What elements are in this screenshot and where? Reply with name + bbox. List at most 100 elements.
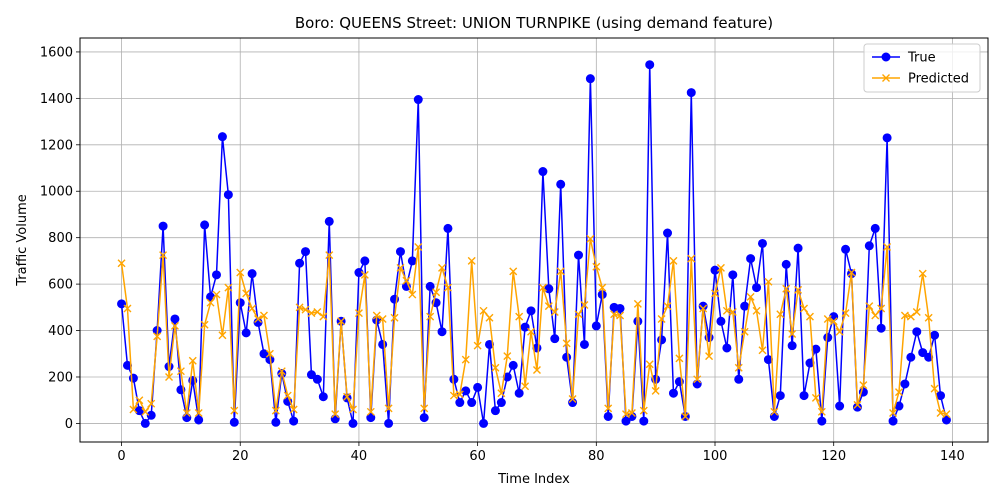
data-point (930, 330, 940, 340)
data-point (128, 373, 138, 383)
data-point (324, 216, 334, 226)
data-point (348, 418, 358, 428)
data-point (651, 386, 660, 395)
data-point (438, 263, 447, 272)
data-point (592, 262, 601, 271)
data-point (235, 298, 245, 308)
data-point (146, 410, 156, 420)
data-point (687, 254, 696, 263)
data-point (479, 306, 488, 315)
data-point (906, 352, 916, 362)
data-point (841, 309, 850, 318)
data-point (484, 339, 494, 349)
data-point (675, 354, 684, 363)
data-point (579, 339, 589, 349)
data-point (941, 415, 951, 425)
legend-item-true: True (872, 51, 936, 66)
data-point (455, 398, 465, 408)
data-point (544, 302, 553, 311)
data-point (289, 416, 299, 426)
data-point (645, 360, 654, 369)
data-point (705, 352, 714, 361)
data-point (247, 269, 257, 279)
data-point (182, 408, 191, 417)
series-layer (117, 60, 951, 428)
data-point (159, 251, 168, 260)
legend-label: Predicted (908, 72, 969, 87)
data-point (758, 346, 767, 355)
data-point (532, 366, 541, 375)
data-point (147, 399, 156, 408)
x-tick-label: 60 (469, 449, 486, 464)
data-point (467, 256, 476, 265)
series-predicted (117, 234, 951, 421)
data-point (153, 332, 162, 341)
x-tick-label: 0 (117, 449, 125, 464)
data-point (402, 276, 411, 285)
data-point (544, 284, 554, 294)
data-point (728, 307, 737, 316)
data-point (307, 309, 316, 318)
data-point (366, 413, 376, 423)
data-point (912, 327, 922, 337)
y-tick-label: 600 (48, 278, 73, 293)
data-point (865, 302, 874, 311)
data-point (877, 304, 886, 313)
data-point (491, 363, 500, 372)
y-tick-label: 1400 (40, 92, 73, 107)
data-point (538, 283, 547, 292)
data-point (764, 277, 773, 286)
data-point (610, 310, 619, 319)
data-point (883, 242, 892, 251)
data-point (337, 317, 346, 326)
data-point (639, 416, 649, 426)
y-tick-label: 800 (48, 231, 73, 246)
data-point (586, 234, 595, 243)
data-point (740, 301, 750, 311)
data-point (360, 256, 370, 266)
data-point (366, 407, 375, 416)
data-point (598, 283, 607, 292)
data-point (419, 413, 429, 423)
data-point (556, 267, 565, 276)
data-point (888, 416, 898, 426)
data-point (461, 355, 470, 364)
data-point (918, 348, 928, 358)
data-point (900, 311, 909, 320)
data-point (413, 95, 423, 105)
y-tick-label: 200 (48, 370, 73, 385)
data-point (313, 307, 322, 316)
data-point (615, 303, 625, 313)
axis-ticks: 0 20 40 60 80 100 120 1400200400600800100012001… (40, 45, 965, 464)
data-point (775, 391, 785, 401)
data-point (918, 269, 927, 278)
data-point (550, 307, 559, 316)
data-point (224, 283, 233, 292)
data-point (301, 305, 310, 314)
data-point (384, 418, 394, 428)
data-point (170, 314, 180, 324)
data-point (781, 259, 791, 269)
data-point (568, 395, 577, 404)
data-point (277, 367, 286, 376)
data-point (223, 190, 233, 200)
data-point (746, 292, 755, 301)
data-point (900, 379, 910, 389)
data-point (591, 321, 601, 331)
data-point (556, 179, 566, 189)
data-point (212, 290, 221, 299)
data-point (301, 247, 311, 257)
y-tick-label: 1600 (40, 45, 73, 60)
data-point (348, 405, 357, 414)
data-point (782, 284, 791, 293)
data-point (669, 256, 678, 265)
data-point (514, 388, 524, 398)
data-point (604, 404, 613, 413)
data-point (395, 247, 405, 257)
data-point (432, 288, 441, 297)
x-tick-label: 100 (703, 449, 728, 464)
data-point (823, 333, 833, 343)
data-point (443, 283, 452, 292)
data-point (906, 312, 915, 321)
